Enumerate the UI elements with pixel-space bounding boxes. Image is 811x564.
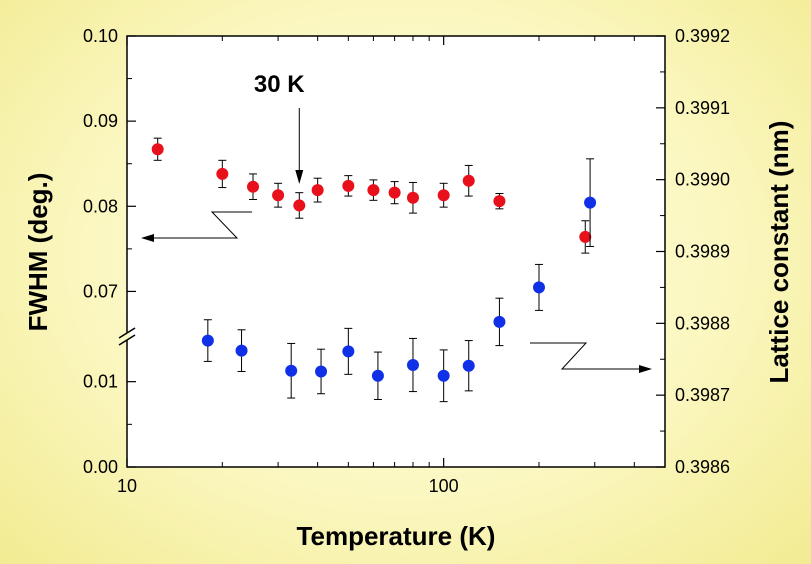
data-point-series-1 <box>579 230 592 243</box>
data-marks <box>151 137 597 403</box>
data-point-series-2 <box>235 344 248 357</box>
y-right-tick-label: 0.3990 <box>675 170 730 190</box>
data-point-series-1 <box>388 186 401 199</box>
data-point-series-1 <box>342 179 355 192</box>
data-point-series-2 <box>315 365 328 378</box>
axis-break-mark-lower <box>118 334 136 346</box>
annotation-30k-label: 30 K <box>254 71 305 98</box>
annotation-30k-arrow-head <box>295 170 304 184</box>
data-point-series-1 <box>367 184 380 197</box>
right-axis-indicator-arrowhead <box>639 365 652 373</box>
data-point-series-2 <box>201 334 214 347</box>
y-right-tick-label: 0.3988 <box>675 313 730 333</box>
y-right-tick-label: 0.3992 <box>675 26 730 46</box>
y-left-tick-label: 0.00 <box>83 457 118 477</box>
y-right-tick-label: 0.3991 <box>675 98 730 118</box>
data-point-series-1 <box>493 195 506 208</box>
annotations: 30 K <box>141 71 652 373</box>
axis-break-gap <box>124 333 130 340</box>
plot-area <box>126 35 666 468</box>
y-axis-left-title: FWHM (deg.) <box>23 173 53 332</box>
y-right-tick-label: 0.3986 <box>675 457 730 477</box>
data-point-series-2 <box>406 358 419 371</box>
y-left-tick-label: 0.10 <box>83 26 118 46</box>
data-point-series-1 <box>151 143 164 156</box>
x-axis-title: Temperature (K) <box>297 521 496 551</box>
data-point-series-2 <box>437 369 450 382</box>
x-tick-label: 10 <box>117 476 137 496</box>
data-point-series-1 <box>293 199 306 212</box>
y-left-tick-label: 0.07 <box>83 281 118 301</box>
data-point-series-2 <box>342 345 355 358</box>
y-left-tick-label: 0.09 <box>83 111 118 131</box>
axis-break-mark-upper <box>118 327 136 339</box>
data-point-series-2 <box>462 359 475 372</box>
data-point-series-1 <box>462 174 475 187</box>
axes: 10 100 0.00 0.01 0.07 0.08 0.09 0.10 0.3986 0.398… <box>83 26 730 496</box>
data-point-series-2 <box>493 315 506 328</box>
y-right-tick-label: 0.3989 <box>675 242 730 262</box>
y-left-tick-label: 0.08 <box>83 196 118 216</box>
y-axis-right-title: Lattice constant (nm) <box>764 121 794 384</box>
left-axis-indicator-arrowhead <box>141 234 154 242</box>
right-axis-indicator-arrow <box>530 342 640 370</box>
y-right-tick-label: 0.3987 <box>675 385 730 405</box>
data-point-series-1 <box>272 189 285 202</box>
data-point-series-2 <box>584 196 597 209</box>
data-point-series-1 <box>247 180 260 193</box>
y-left-tick-label: 0.01 <box>83 372 118 392</box>
left-axis-indicator-arrow <box>153 211 252 239</box>
data-point-series-1 <box>406 191 419 204</box>
x-tick-label: 100 <box>429 476 459 496</box>
data-point-series-1 <box>437 189 450 202</box>
data-point-series-2 <box>285 364 298 377</box>
data-point-series-1 <box>311 184 324 197</box>
data-point-series-1 <box>216 167 229 180</box>
data-point-series-2 <box>371 369 384 382</box>
data-point-series-2 <box>532 281 545 294</box>
